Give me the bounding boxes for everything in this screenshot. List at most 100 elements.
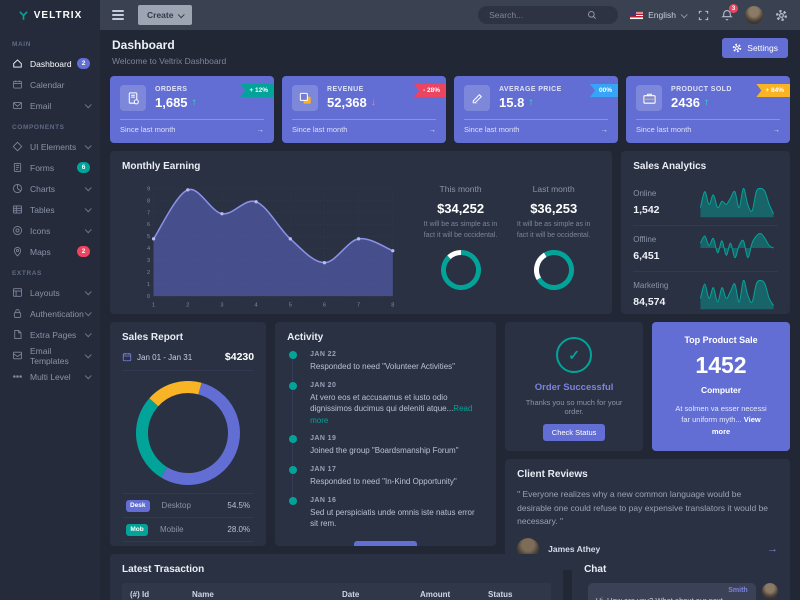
fullscreen-icon [698, 10, 709, 20]
arrow-right-icon[interactable]: → [428, 125, 437, 134]
chevron-down-icon [84, 309, 92, 317]
settings-toggle-button[interactable] [775, 9, 788, 22]
fullscreen-button[interactable] [698, 10, 709, 21]
top-product-name: Computer [700, 385, 742, 395]
sidebar-item-ui-elements[interactable]: UI Elements [0, 136, 100, 157]
arrow-right-icon[interactable]: → [772, 125, 781, 134]
chevron-down-icon [84, 288, 92, 296]
svg-text:2: 2 [147, 270, 150, 276]
summary-amount: $34,252 [437, 201, 485, 216]
stat-footer-label: Since last month [464, 125, 520, 134]
col-header-name[interactable]: Name [192, 590, 214, 599]
gear-icon [733, 43, 742, 53]
check-status-button[interactable]: Check Status [542, 424, 606, 441]
svg-text:4: 4 [147, 246, 150, 252]
arrow-right-icon[interactable]: → [600, 125, 609, 134]
sidebar-item-authentication[interactable]: Authentication [0, 303, 100, 324]
report-period-label: Jan 01 - Jan 31 [137, 352, 193, 362]
search-icon[interactable] [587, 10, 597, 20]
menu-toggle-icon[interactable] [112, 10, 124, 20]
analytics-row-offline: Offline 6,451 [633, 226, 778, 272]
view-more-link[interactable]: View more [711, 415, 761, 436]
sales-analytics-card: Sales Analytics Online 1,542 Offline 6,451… [621, 151, 790, 314]
stat-label: REVENUE [327, 86, 364, 93]
sidebar-item-maps[interactable]: Maps 2 [0, 241, 100, 262]
analytics-value: 6,451 [633, 249, 660, 262]
svg-text:4: 4 [255, 303, 258, 309]
arrow-right-icon[interactable]: → [766, 542, 778, 555]
svg-text:5: 5 [289, 303, 292, 309]
activity-card: Activity JAN 22 Responded to need "Volun… [275, 322, 497, 546]
sidebar-item-tables[interactable]: Tables [0, 199, 100, 220]
read-more-link[interactable]: Read more [310, 404, 473, 425]
sidebar-item-icons[interactable]: Icons [0, 220, 100, 241]
summary-label: This month [439, 184, 482, 194]
sidebar-item-label: Email [30, 100, 52, 111]
col-header-amount[interactable]: Amount [420, 590, 451, 599]
create-button[interactable]: Create [138, 5, 193, 25]
arrow-up-icon: ↑ [528, 97, 534, 108]
report-period[interactable]: Jan 01 - Jan 31 [122, 352, 192, 362]
col-header-id[interactable]: (#) Id [130, 590, 150, 599]
card-title: Monthly Earning [122, 161, 201, 172]
analytics-value: 84,574 [633, 295, 666, 308]
col-header-date[interactable]: Date [342, 590, 360, 599]
arrow-right-icon[interactable]: → [256, 125, 265, 134]
briefcase-icon [636, 85, 662, 111]
sidebar-item-email[interactable]: Email [0, 95, 100, 116]
activity-item: JAN 17 Responded to need "In-Kind Opport… [288, 465, 484, 497]
card-title: Activity [287, 332, 324, 343]
page-header: Dashboard Welcome to Veltrix Dashboard S… [112, 38, 788, 66]
load-more-button[interactable]: Load More [354, 540, 417, 546]
dots-icon [13, 375, 22, 378]
svg-text:2: 2 [186, 303, 189, 309]
search-box[interactable] [478, 6, 619, 24]
stat-card-average-price: 00% AVERAGE PRICE 15.8 ↑ Since last month… [454, 76, 618, 143]
topbar: VELTRIX Create English 3 [0, 0, 800, 30]
gear-icon [776, 9, 787, 21]
svg-text:1: 1 [147, 282, 150, 288]
settings-button[interactable]: Settings [722, 38, 788, 58]
report-total: $4230 [224, 351, 255, 363]
user-avatar[interactable] [745, 6, 763, 24]
sidebar-item-calendar[interactable]: Calendar [0, 74, 100, 95]
sidebar-item-label: Maps [30, 246, 51, 257]
circle-icon [12, 225, 23, 236]
sidebar-item-extra-pages[interactable]: Extra Pages [0, 324, 100, 345]
sidebar-item-charts[interactable]: Charts [0, 178, 100, 199]
sidebar-item-forms[interactable]: Forms 6 [0, 157, 100, 178]
col-header-status[interactable]: Status [488, 590, 513, 599]
stat-footer-label: Since last month [120, 125, 176, 134]
top-product-value: 1452 [695, 352, 747, 378]
card-title: Chat [584, 564, 607, 575]
stat-card-orders: + 12% ORDERS 1,685 ↑ Since last month → [110, 76, 274, 143]
analytics-row-marketing: Marketing 84,574 [633, 272, 778, 314]
brand-logo[interactable]: VELTRIX [0, 0, 100, 30]
chat-bubble: Smith Hi, How are you? What about our ne… [587, 583, 756, 600]
stat-card-revenue: - 28% REVENUE 52,368 ↓ Since last month → [282, 76, 446, 143]
latest-transaction-card: Latest Trasaction (#) Id Name Date Amoun… [110, 554, 564, 600]
search-input[interactable] [487, 9, 588, 21]
sidebar-group-extras: EXTRAS [12, 270, 42, 277]
summary-label: Last month [532, 184, 575, 194]
activity-item: JAN 20 At vero eos et accusamus et iusto… [288, 381, 484, 436]
this-month-summary: This month $34,252 It will be as simple … [414, 180, 507, 310]
svg-text:6: 6 [323, 303, 326, 309]
notifications-button[interactable]: 3 [721, 4, 738, 21]
sidebar-item-multi-level[interactable]: Multi Level [0, 366, 100, 387]
activity-text: Responded to need "In-Kind Opportunity" [310, 476, 457, 486]
sidebar-item-dashboard[interactable]: Dashboard 2 [0, 53, 100, 74]
chevron-down-icon [84, 330, 92, 338]
sidebar-item-email-templates[interactable]: Email Templates [0, 345, 100, 366]
chevron-down-icon [84, 184, 92, 192]
top-product-card: Top Product Sale 1452 Computer At solmen… [652, 322, 790, 451]
sidebar-item-label: Multi Level [30, 371, 71, 382]
chat-avatar [761, 583, 778, 599]
check-circle-icon: ✓ [556, 337, 593, 373]
language-selector[interactable]: English [630, 10, 688, 20]
bell-icon [721, 10, 733, 21]
sidebar-item-layouts[interactable]: Layouts [0, 282, 100, 303]
last-month-donut [507, 250, 600, 290]
